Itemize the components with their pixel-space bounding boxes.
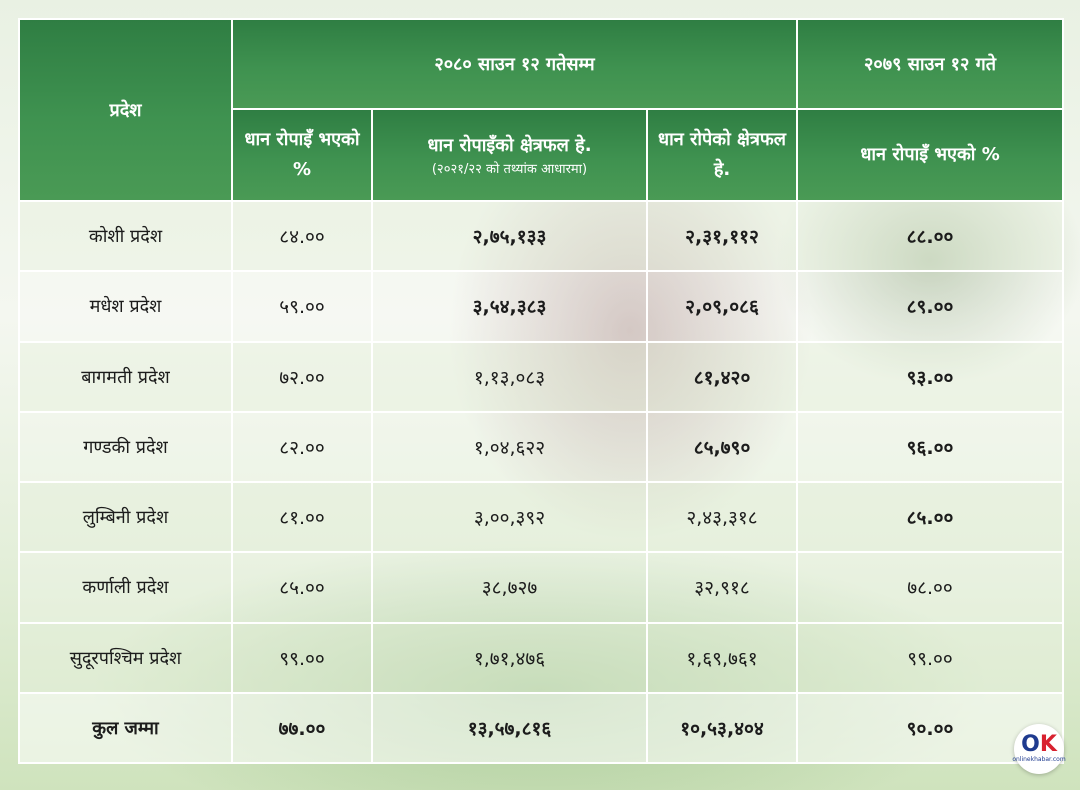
cell-pct-2079: ७८.०० — [796, 551, 1065, 624]
cell-planted-area: १,६९,७६१ — [645, 621, 799, 694]
header-total-area: धान रोपाइँको क्षेत्रफल हे. (२०२१/२२ को त… — [371, 108, 648, 202]
cell-total-area: २,७५,१३३ — [371, 199, 648, 273]
cell-pct-2080: ८४.०० — [231, 199, 373, 273]
cell-province: गण्डकी प्रदेश — [18, 410, 233, 484]
header-planted-area: धान रोपेको क्षेत्रफल हे. — [645, 108, 799, 202]
logo-mark: OK — [1021, 732, 1057, 757]
cell-total-pct-2080: ७७.०० — [231, 691, 373, 765]
cell-pct-2080: ८५.०० — [231, 551, 373, 624]
cell-province: लुम्बिनी प्रदेश — [18, 480, 233, 554]
cell-pct-2079: ९६.०० — [796, 410, 1065, 484]
cell-pct-2080: ५९.०० — [231, 270, 373, 343]
cell-total-total-area: १३,५७,८१६ — [371, 691, 648, 765]
cell-pct-2079: ८८.०० — [796, 199, 1065, 273]
cell-province: मधेश प्रदेश — [18, 270, 233, 343]
cell-pct-2080: ८१.०० — [231, 480, 373, 554]
header-planted-pct: धान रोपाइँ भएको % — [231, 108, 373, 202]
cell-planted-area: ८५,७९० — [645, 410, 799, 484]
onlinekhabar-logo: OK onlinekhabar.com — [1012, 724, 1066, 774]
header-group-2080: २०८० साउन १२ गतेसम्म — [230, 18, 799, 110]
cell-province: बागमती प्रदेश — [18, 340, 233, 413]
cell-pct-2079: ९९.०० — [796, 621, 1065, 694]
cell-total-label: कुल जम्मा — [18, 691, 233, 765]
cell-total-area: १,०४,६२२ — [371, 410, 648, 484]
cell-pct-2080: ७२.०० — [231, 340, 373, 413]
cell-planted-area: ३२,९१८ — [645, 551, 799, 624]
header-planted-pct-2079: धान रोपाइँ भएको % — [796, 108, 1065, 202]
table-row: सुदूरपश्चिम प्रदेश ९९.०० १,७१,४७६ १,६९,७… — [18, 621, 1065, 694]
cell-total-area: १,१३,०८३ — [371, 340, 648, 413]
cell-total-area: १,७१,४७६ — [371, 621, 648, 694]
cell-planted-area: २,४३,३१८ — [645, 480, 799, 554]
cell-total-planted-area: १०,५३,४०४ — [645, 691, 799, 765]
table-row: कोशी प्रदेश ८४.०० २,७५,१३३ २,३१,११२ ८८.०… — [18, 199, 1065, 273]
logo-wordmark: onlinekhabar.com — [1012, 756, 1066, 763]
cell-total-area: ३,००,३९२ — [371, 480, 648, 554]
header-total-area-main: धान रोपाइँको क्षेत्रफल हे. — [427, 135, 592, 156]
table-row: कर्णाली प्रदेश ८५.०० ३८,७२७ ३२,९१८ ७८.०० — [18, 551, 1065, 624]
table-row: मधेश प्रदेश ५९.०० ३,५४,३८३ २,०९,०८६ ८९.०… — [18, 270, 1065, 343]
total-row: कुल जम्मा ७७.०० १३,५७,८१६ १०,५३,४०४ ९०.०… — [18, 691, 1065, 765]
cell-province: सुदूरपश्चिम प्रदेश — [18, 621, 233, 694]
rice-planting-table: प्रदेश २०८० साउन १२ गतेसम्म २०७९ साउन १२… — [18, 18, 1065, 765]
header-province: प्रदेश — [18, 18, 233, 202]
cell-planted-area: ८१,४२० — [645, 340, 799, 413]
cell-province: कोशी प्रदेश — [18, 199, 233, 273]
cell-total-area: ३८,७२७ — [371, 551, 648, 624]
cell-total-area: ३,५४,३८३ — [371, 270, 648, 343]
table-row: बागमती प्रदेश ७२.०० १,१३,०८३ ८१,४२० ९३.०… — [18, 340, 1065, 413]
cell-pct-2079: ९३.०० — [796, 340, 1065, 413]
cell-pct-2080: ८२.०० — [231, 410, 373, 484]
cell-pct-2079: ८५.०० — [796, 480, 1065, 554]
table-row: लुम्बिनी प्रदेश ८१.०० ३,००,३९२ २,४३,३१८ … — [18, 480, 1065, 554]
cell-planted-area: २,०९,०८६ — [645, 270, 799, 343]
cell-pct-2080: ९९.०० — [231, 621, 373, 694]
header-group-2079: २०७९ साउन १२ गते — [796, 18, 1065, 110]
cell-planted-area: २,३१,११२ — [645, 199, 799, 273]
cell-province: कर्णाली प्रदेश — [18, 551, 233, 624]
cell-pct-2079: ८९.०० — [796, 270, 1065, 343]
header-total-area-note: (२०२१/२२ को तथ्यांक आधारमा) — [431, 162, 588, 177]
table-row: गण्डकी प्रदेश ८२.०० १,०४,६२२ ८५,७९० ९६.०… — [18, 410, 1065, 484]
